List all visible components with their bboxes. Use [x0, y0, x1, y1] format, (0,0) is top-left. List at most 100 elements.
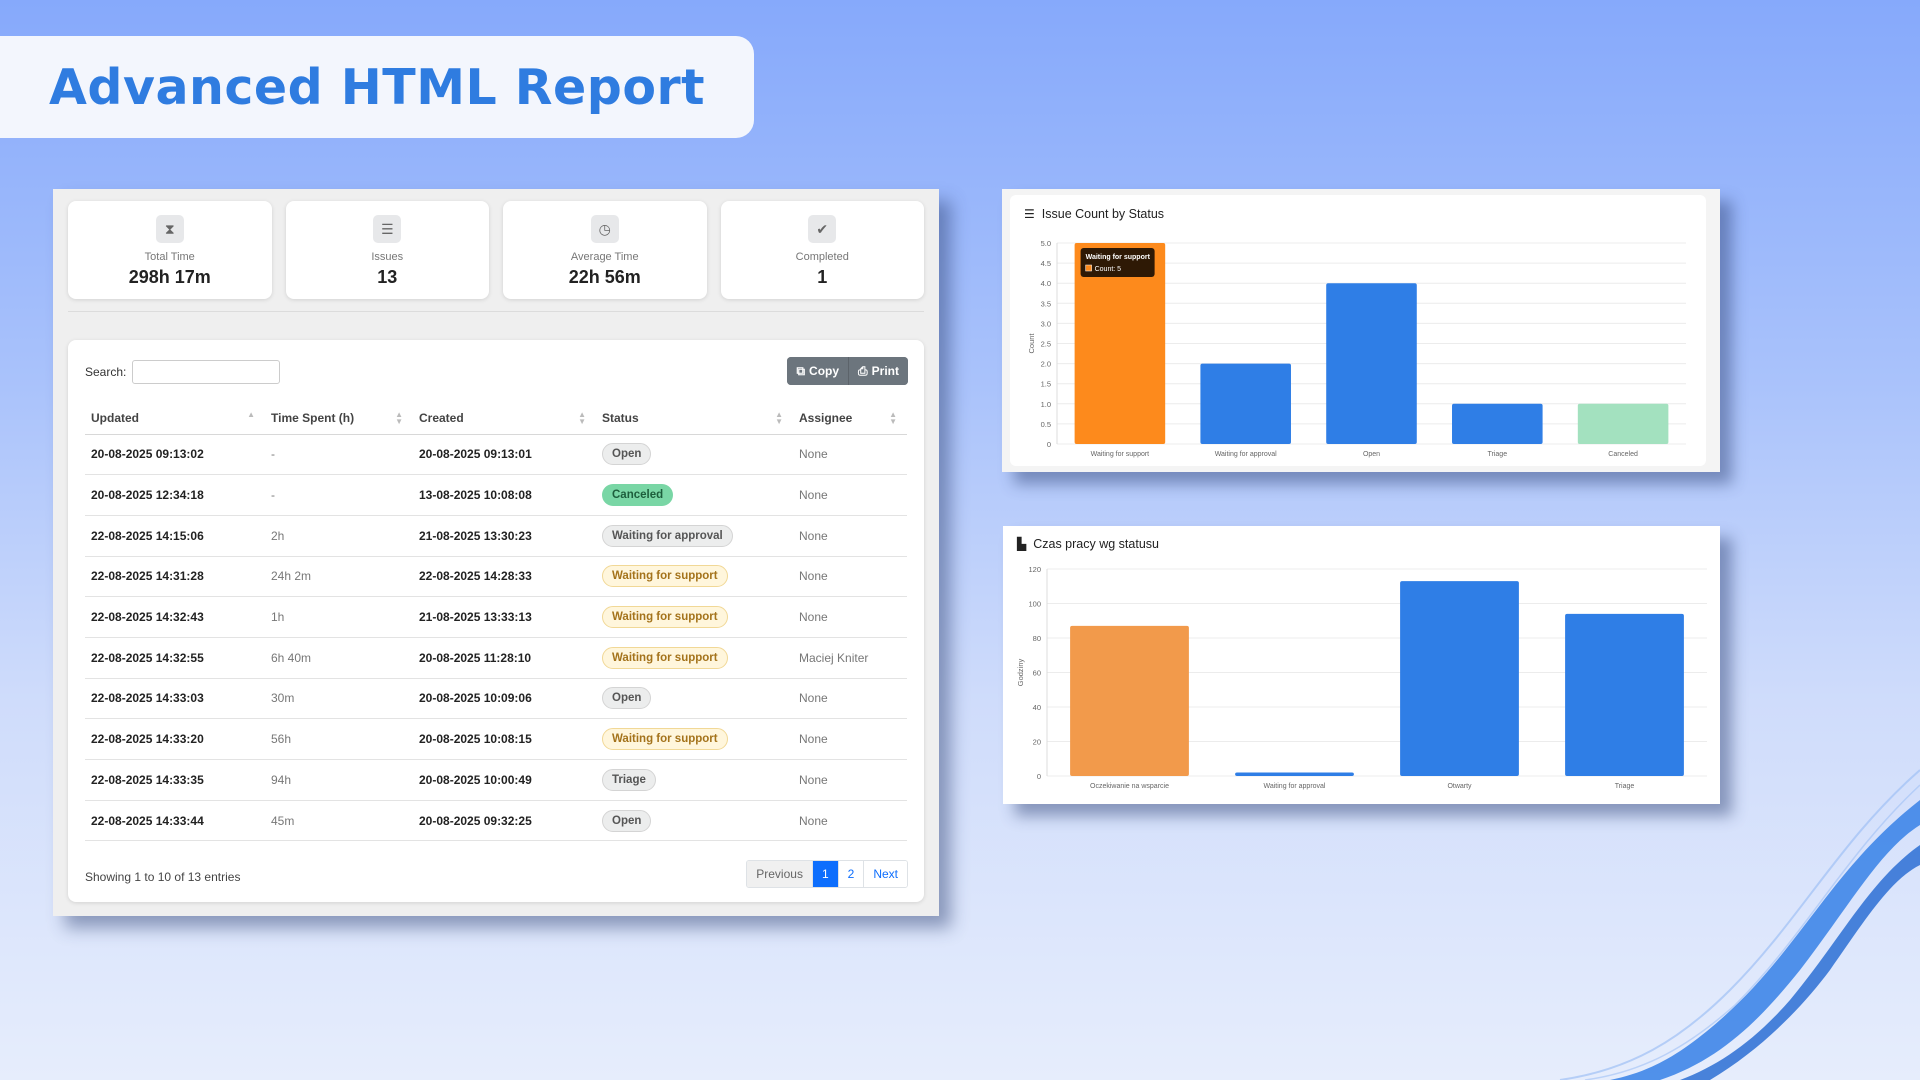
previous-page-button[interactable]: Previous — [747, 861, 812, 887]
chart-title: ☰ Issue Count by Status — [1024, 207, 1164, 221]
stats-row: ⧗ Total Time 298h 17m ☰ Issues 13 ◷ Aver… — [68, 201, 924, 299]
y-tick-label: 4.0 — [1041, 279, 1051, 288]
search-area: Search: — [85, 360, 281, 384]
column-time-spent[interactable]: Time Spent (h) ▲ ▼ — [265, 402, 413, 435]
page-2-button[interactable]: 2 — [837, 861, 864, 887]
list-icon: ☰ — [373, 215, 402, 243]
clock-icon: ◷ — [590, 215, 619, 243]
y-tick-label: 80 — [1033, 634, 1041, 643]
bar[interactable] — [1200, 363, 1291, 444]
cell-assignee: None — [793, 515, 907, 557]
table-body: 20-08-2025 09:13:02-20-08-2025 09:13:01 O… — [85, 434, 907, 842]
cell-status: Triage — [596, 759, 793, 801]
column-label: Updated — [91, 410, 139, 425]
sort-asc-icon: ▲ — [247, 410, 255, 419]
column-status[interactable]: Status ▲ ▼ — [596, 402, 793, 435]
check-circle-icon: ✔ — [808, 215, 837, 243]
status-badge: Canceled — [602, 484, 674, 507]
search-input[interactable] — [132, 360, 281, 384]
y-tick-label: 120 — [1028, 565, 1041, 574]
chart-title: ▙ Czas pracy wg statusu — [1017, 537, 1159, 551]
y-tick-label: 4.5 — [1041, 259, 1051, 268]
table-row[interactable]: 20-08-2025 09:13:02-20-08-2025 09:13:01 O… — [85, 434, 907, 476]
cell-updated: 22-08-2025 14:33:20 — [85, 718, 265, 760]
column-label: Time Spent (h) — [271, 410, 355, 425]
hourglass-icon: ⧗ — [155, 215, 184, 243]
chart-title-text: Issue Count by Status — [1041, 207, 1165, 221]
next-page-button[interactable]: Next — [863, 861, 907, 887]
cell-assignee: None — [793, 759, 907, 801]
table-row[interactable]: 22-08-2025 14:33:03 30m 20-08-2025 10:09:0… — [85, 678, 907, 720]
print-button[interactable]: ⎙ Print — [848, 357, 908, 385]
stat-total-time: ⧗ Total Time 298h 17m — [68, 201, 272, 299]
y-tick-label: 1.0 — [1041, 400, 1051, 409]
bar[interactable] — [1235, 772, 1354, 776]
y-tick-label: 1.5 — [1041, 380, 1051, 389]
export-buttons: ⧉ Copy ⎙ Print — [787, 357, 908, 385]
list-icon: ☰ — [1024, 207, 1035, 221]
table-row[interactable]: 20-08-2025 12:34:18-13-08-2025 10:08:08 C… — [85, 474, 907, 516]
cell-time-spent: 1h — [265, 596, 413, 638]
column-created[interactable]: Created ▲ ▼ — [413, 402, 596, 435]
bar[interactable] — [1326, 283, 1417, 444]
y-tick-label: 0 — [1037, 772, 1041, 781]
cell-assignee: Maciej Kniter — [793, 637, 907, 679]
table-info: Showing 1 to 10 of 13 entries — [85, 870, 241, 884]
cell-created: 20-08-2025 10:09:06 — [413, 678, 596, 720]
print-label: Print — [871, 364, 899, 378]
x-tick-label: Triage — [1615, 783, 1635, 790]
y-axis-label: Count — [1027, 333, 1036, 354]
copy-button[interactable]: ⧉ Copy — [787, 357, 849, 385]
cell-assignee: None — [793, 434, 907, 476]
table-row[interactable]: 22-08-2025 14:32:43 1h 21-08-2025 13:33:13… — [85, 596, 907, 638]
x-tick-label: Waiting for support — [1091, 451, 1150, 458]
cell-assignee: None — [793, 678, 907, 720]
column-updated[interactable]: Updated ▲ — [85, 402, 265, 435]
cell-status: Open — [596, 434, 793, 476]
tooltip-title: Waiting for support — [1086, 254, 1151, 261]
bar[interactable] — [1452, 403, 1543, 444]
cell-time-spent: 94h — [265, 759, 413, 801]
cell-created: 20-08-2025 09:32:25 — [413, 800, 596, 842]
table-row[interactable]: 22-08-2025 14:33:44 45m 20-08-2025 09:32:2… — [85, 800, 907, 842]
bar[interactable] — [1070, 625, 1189, 776]
cell-assignee: None — [793, 800, 907, 842]
table-row[interactable]: 22-08-2025 14:33:35 94h 20-08-2025 10:00:4… — [85, 759, 907, 801]
cell-status: Open — [596, 678, 793, 720]
column-assignee[interactable]: Assignee ▲ ▼ — [793, 402, 907, 435]
table-row[interactable]: 22-08-2025 14:32:55 6h 40m 20-08-2025 11:2… — [85, 637, 907, 679]
cell-time-spent: 6h 40m — [265, 637, 413, 679]
table-row[interactable]: 22-08-2025 14:33:20 56h 20-08-2025 10:08:1… — [85, 718, 907, 760]
table-header-row: Updated ▲ Time Spent (h) ▲ ▼ Created ▲ ▼ Stat… — [85, 402, 907, 435]
status-badge: Waiting for support — [602, 646, 728, 669]
issues-table-card: Search: ⧉ Copy ⎙ Print Updated ▲ Time Spe… — [68, 340, 924, 902]
bar[interactable] — [1565, 613, 1684, 776]
column-label: Assignee — [799, 410, 853, 425]
cell-created: 20-08-2025 10:00:49 — [413, 759, 596, 801]
work-time-chart-card: ▙ Czas pracy wg statusu 0 20 40 60 80 100 120 G… — [1003, 526, 1720, 804]
y-tick-label: 3.0 — [1041, 319, 1051, 328]
page-1-button[interactable]: 1 — [811, 861, 838, 887]
cell-status: Waiting for approval — [596, 515, 793, 557]
bar[interactable] — [1400, 581, 1519, 776]
cell-updated: 22-08-2025 14:31:28 — [85, 556, 265, 598]
bar[interactable] — [1577, 403, 1669, 444]
y-tick-label: 2.0 — [1041, 360, 1051, 369]
x-tick-label: Waiting for approval — [1264, 783, 1326, 790]
stat-value: 13 — [377, 267, 398, 287]
table-row[interactable]: 22-08-2025 14:15:06 2h 21-08-2025 13:30:23… — [85, 515, 907, 557]
stat-value: 298h 17m — [128, 267, 211, 287]
bar[interactable] — [1074, 243, 1166, 444]
issue-count-bar-chart: 0 0.5 1.0 1.5 2.0 2.5 3.0 3.5 4.0 4.5 5.0 Count Wait… — [1027, 239, 1686, 458]
report-panel: ⧗ Total Time 298h 17m ☰ Issues 13 ◷ Aver… — [53, 189, 939, 916]
cell-created: 21-08-2025 13:30:23 — [413, 515, 596, 557]
page-title: Advanced HTML Report — [49, 58, 706, 116]
column-label: Created — [419, 410, 464, 425]
copy-icon: ⧉ — [796, 363, 806, 378]
table-row[interactable]: 22-08-2025 14:31:28 24h 2m 22-08-2025 14:2… — [85, 556, 907, 598]
y-tick-label: 40 — [1033, 703, 1041, 712]
chart-tooltip: Waiting for support Count: 5 — [1080, 248, 1155, 277]
status-badge: Waiting for support — [602, 728, 728, 751]
y-tick-label: 60 — [1033, 669, 1041, 678]
status-badge: Open — [602, 809, 652, 832]
